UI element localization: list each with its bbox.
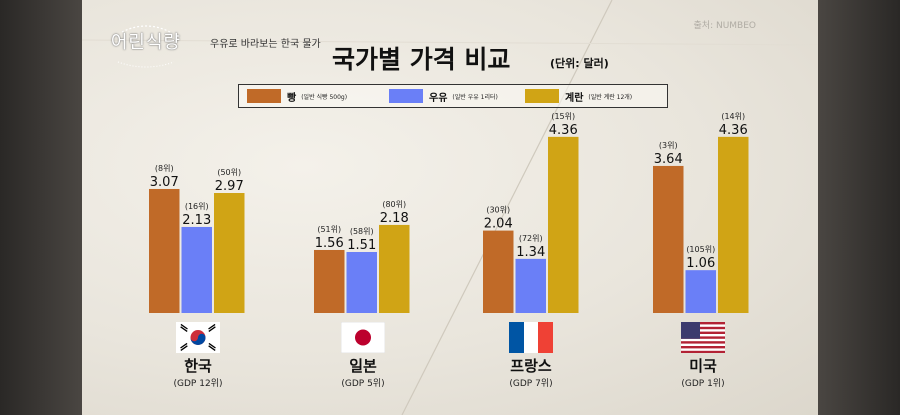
korea-flag-icon [176,322,220,353]
legend-item-milk: 우유 (일반 우유 1리터) [389,89,498,104]
country-france: 프랑스 (GDP 7위) [476,322,586,389]
rank-label-usa-milk: (105위) [686,245,715,254]
bar-usa-egg [718,136,749,313]
country-japan: 일본 (GDP 5위) [308,322,418,389]
value-label-korea-egg: 2.97 [215,179,244,194]
country-name-france: 프랑스 [510,357,552,375]
chart-subtitle: 우유로 바라보는 한국 물가 [210,39,321,50]
rank-label-japan-milk: (58위) [350,227,374,236]
value-label-japan-egg: 2.18 [380,211,409,226]
bar-france-milk [515,258,546,313]
usa-flag-icon [681,322,725,353]
rank-label-usa-egg: (14위) [721,112,745,121]
value-label-japan-milk: 1.51 [347,238,376,253]
value-label-france-bread: 2.04 [484,217,513,232]
legend-label-egg: 계란 [565,92,584,104]
rank-label-france-milk: (72위) [519,234,543,243]
japan-flag-icon [341,322,385,353]
value-label-korea-milk: 2.13 [182,213,211,228]
gdp-rank-france: (GDP 7위) [509,379,553,389]
country-name-korea: 한국 [184,357,212,375]
bar-korea-bread [149,188,180,313]
logo-text: 어린식량 [110,32,182,53]
gdp-rank-usa: (GDP 1위) [681,379,725,389]
rank-label-korea-egg: (50위) [217,168,241,177]
value-label-usa-egg: 4.36 [719,123,748,138]
value-label-france-milk: 1.34 [516,245,545,260]
bar-japan-bread [314,249,345,313]
value-label-korea-bread: 3.07 [150,175,179,190]
left-frame-border [0,0,82,415]
country-name-japan: 일본 [349,357,377,375]
legend-swatch-milk [389,89,423,103]
bar-japan-egg [379,224,410,313]
rank-label-france-bread: (30위) [486,206,510,215]
brand-logo: 어린식량 [100,22,192,68]
legend-item-bread: 빵 (일반 식빵 500g) [247,89,348,104]
rank-label-korea-milk: (16위) [185,202,209,211]
gdp-rank-korea: (GDP 12위) [173,379,223,389]
legend-label-bread: 빵 [287,92,297,104]
value-label-france-egg: 4.36 [549,123,578,138]
chart-legend: 빵 (일반 식빵 500g) 우유 (일반 우유 1리터) 계란 (일반 계란 … [238,84,668,108]
legend-swatch-egg [525,89,559,103]
bar-chart: 3.07 (8위) 2.13 (16위) 2.97 (50위) 1.56 (51위) 1.51 (… [149,112,749,313]
bar-usa-bread [653,165,684,313]
value-label-japan-bread: 1.56 [315,236,344,251]
logo-arc-icon [117,25,175,68]
legend-item-egg: 계란 (일반 계란 12개) [525,89,633,104]
bar-japan-milk [346,251,377,313]
country-name-usa: 미국 [689,357,717,375]
legend-label-milk: 우유 [429,92,448,104]
bar-korea-milk [181,226,212,313]
country-usa: 미국 (GDP 1위) [648,322,758,389]
rank-label-usa-bread: (3위) [659,141,678,150]
legend-note-milk: (일반 우유 1리터) [452,93,498,101]
source-credit: 출처: NUMBEO [693,21,756,31]
rank-label-japan-egg: (80위) [382,200,406,209]
value-label-usa-milk: 1.06 [686,256,715,271]
france-flag-icon [509,322,553,353]
chart-title: 국가별 가격 비교 [332,45,511,74]
right-frame-border [818,0,900,415]
bar-france-bread [483,230,514,313]
value-label-usa-bread: 3.64 [654,152,683,167]
rank-label-france-egg: (15위) [551,112,575,121]
legend-note-egg: (일반 계란 12개) [588,93,633,101]
legend-swatch-bread [247,89,281,103]
country-korea: 한국 (GDP 12위) [143,322,253,389]
rank-label-japan-bread: (51위) [317,225,341,234]
rank-label-korea-bread: (8위) [155,164,174,173]
bar-korea-egg [214,193,245,313]
chart-unit: (단위: 달러) [550,57,609,70]
paper-background: 어린식량 우유로 바라보는 한국 물가 국가별 가격 비교 (단위: 달러) 출… [82,0,818,415]
bar-usa-milk [685,270,716,313]
gdp-rank-japan: (GDP 5위) [341,379,385,389]
legend-note-bread: (일반 식빵 500g) [301,93,348,101]
bar-france-egg [548,136,579,313]
